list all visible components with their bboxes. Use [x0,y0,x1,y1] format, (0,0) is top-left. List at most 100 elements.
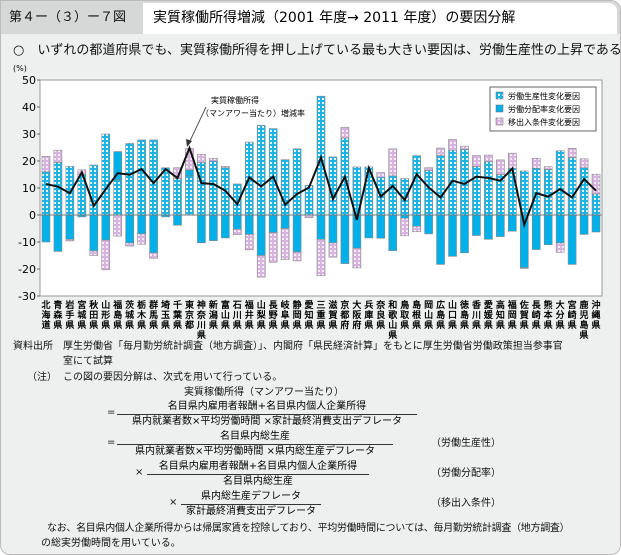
bar-productivity [173,178,182,216]
x-tick-label: 長崎県 [532,300,542,331]
bar-migration [460,145,469,150]
x-tick-label: 熊本県 [544,299,554,331]
x-tick-label: 兵庫県 [364,299,373,331]
bar-distribution [388,214,398,251]
formula-3-label: （労働分配率） [431,468,501,479]
bar-migration [436,147,445,156]
bar-migration [268,232,278,263]
bar-migration [484,154,493,162]
bar-distribution [113,151,123,181]
bar-distribution [591,214,601,233]
bar-migration [149,252,158,259]
bar-productivity [113,179,123,216]
bar-migration [101,239,111,271]
x-tick-label: 島根県 [412,299,422,331]
bar-migration [89,250,99,256]
annotation-arrow [188,106,207,144]
x-tick-label: 岐阜県 [281,299,291,331]
x-tick-label: 沖縄県 [592,299,601,331]
bar-distribution [567,214,577,265]
bar-distribution [460,214,469,254]
x-tick-label: 佐賀県 [519,299,529,331]
bar-migration [221,166,230,169]
bar-productivity [412,155,421,216]
x-tick-label: 三重県 [316,300,325,331]
formula-2-label: （労働生産性） [431,438,501,449]
bar-distribution [244,214,254,235]
source-label: 資料出所 [13,341,53,352]
legend-swatch [495,104,504,113]
x-tick-label: 鹿児島県 [579,299,589,339]
formula-1: 名目県内雇用者報酬+名目県内個人企業所得 県内就業者数×平均労働時間 ×家計最終消… [117,400,417,428]
bar-productivity [388,175,398,216]
bar-migration [340,126,350,139]
source-text: 厚生労働省「毎月勤労統計調査（地方調査）」、内閣府「県民経済計算」をもとに厚生労… [63,341,563,352]
bar-distribution [531,214,541,250]
x-tick-label: 山梨県 [256,299,267,331]
bar-distribution [364,214,374,239]
bar-productivity [579,167,589,216]
bar-productivity [41,171,51,216]
bar-distribution [185,169,194,177]
bar-migration [280,228,290,260]
equals-sign: = [107,407,116,418]
line-annotation: （マンアワー当たり）増減率 [201,108,305,118]
note-label: （注） [27,372,57,383]
y-tick-label: -10 [18,236,36,249]
bar-migration [244,234,254,251]
bar-migration [579,158,589,169]
bar-migration [197,153,206,163]
bar-distribution [328,214,338,244]
x-tick-label: 福岡県 [507,299,517,331]
y-tick-label: -30 [18,290,36,303]
denominator: 家計最終消費支出デフレータ [186,506,316,517]
series-line [45,145,597,229]
bar-migration [400,217,410,237]
x-tick-label: 香川県 [471,299,482,331]
bar-productivity [508,167,517,216]
bar-productivity [543,169,553,216]
x-tick-label: 岡山県 [424,300,433,331]
bar-migration [292,251,302,262]
bar-productivity [531,167,541,216]
x-tick-label: 宮城県 [77,299,86,331]
bar-migration [448,139,457,151]
bar-productivity [101,133,111,216]
y-tick-label: 30 [22,128,36,141]
bar-distribution [436,214,445,265]
bar-migration [65,239,75,242]
bar-migration [555,242,565,253]
figure-number: 第４ー（３）ー７図 [9,10,127,25]
bar-migration [508,152,517,169]
x-tick-label: 徳島県 [459,299,469,331]
x-tick-label: 青森県 [53,299,63,331]
formula-4: 県内総生産デフレータ 家計最終消費支出デフレータ [181,490,321,518]
numerator: 名目県内雇用者報酬+名目県内個人企業所得 [117,400,417,415]
bar-distribution [125,214,134,244]
bar-productivity [161,167,170,216]
x-tick-label: 京都府 [339,299,349,331]
bar-migration [137,233,146,245]
bar-migration [232,229,242,236]
bar-migration [328,242,338,258]
x-tick-label: 静岡県 [293,299,302,331]
bar-distribution [412,214,421,227]
x-tick-label: 宮崎県 [568,299,577,331]
bar-migration [472,155,481,167]
bar-migration [388,148,398,177]
bar-productivity [125,143,134,216]
bar-migration [519,267,529,269]
x-tick-label: 鳥取県 [400,299,410,331]
bar-distribution [543,214,553,246]
bar-distribution [376,214,386,239]
x-tick-label: 福島県 [112,299,122,331]
bar-migration [113,214,123,237]
legend-label: 労働生産性変化要因 [508,91,580,101]
x-tick-label: 愛知県 [304,299,314,331]
x-tick-label: 広島県 [436,299,445,331]
figure-header: 第４ー（３）ー７図 実質稼働所得増減（2001 年度→ 2011 年度）の要因分… [1,1,620,34]
bar-distribution [579,214,589,235]
x-tick-label: 茨城県 [125,299,134,331]
bar-distribution [448,214,457,257]
x-tick-label: 東京都 [184,299,194,331]
